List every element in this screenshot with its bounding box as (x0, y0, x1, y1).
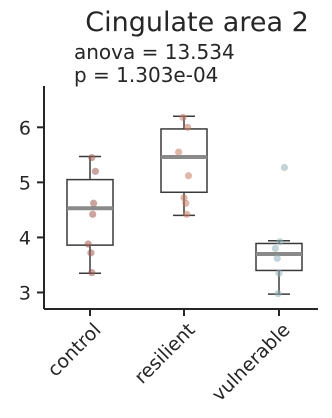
data-point-control-0 (88, 153, 96, 162)
data-point-control-5 (87, 249, 95, 257)
x-tick-label-resilient: resilient (130, 319, 199, 388)
data-point-resilient-13 (183, 210, 191, 218)
data-point-resilient-11 (180, 194, 188, 202)
y-tick-label-3: 3 (19, 282, 31, 304)
data-point-control-4 (84, 240, 92, 248)
data-point-vulnerable-16 (271, 244, 279, 253)
data-point-resilient-8 (184, 123, 192, 131)
data-point-resilient-10 (184, 172, 193, 180)
y-tick-label-5: 5 (19, 172, 31, 194)
data-point-vulnerable-15 (276, 238, 284, 246)
box-resilient (160, 128, 208, 194)
y-tick-label-6: 6 (19, 117, 31, 139)
x-tick-label-vulnerable: vulnerable (208, 319, 295, 406)
x-tick-label-control: control (43, 319, 105, 381)
data-point-control-3 (89, 210, 97, 218)
data-point-vulnerable-18 (275, 269, 283, 277)
p-value-annotation: p = 1.303e-04 (74, 63, 218, 87)
anova-annotation: anova = 13.534 (74, 40, 235, 64)
data-point-control-2 (90, 199, 98, 207)
chart-title: Cingulate area 2 (85, 7, 309, 38)
data-point-vulnerable-17 (273, 254, 281, 262)
plot-area: 3 4 5 6 control resilient vulnerable (19, 86, 318, 406)
data-point-control-1 (91, 167, 99, 175)
y-tick-label-4: 4 (19, 227, 31, 249)
data-point-resilient-9 (175, 148, 183, 156)
data-point-resilient-12 (182, 199, 190, 207)
data-point-vulnerable-19 (274, 289, 282, 298)
data-point-control-6 (88, 269, 96, 277)
data-point-vulnerable-14 (280, 163, 288, 172)
data-point-resilient-7 (179, 113, 187, 121)
